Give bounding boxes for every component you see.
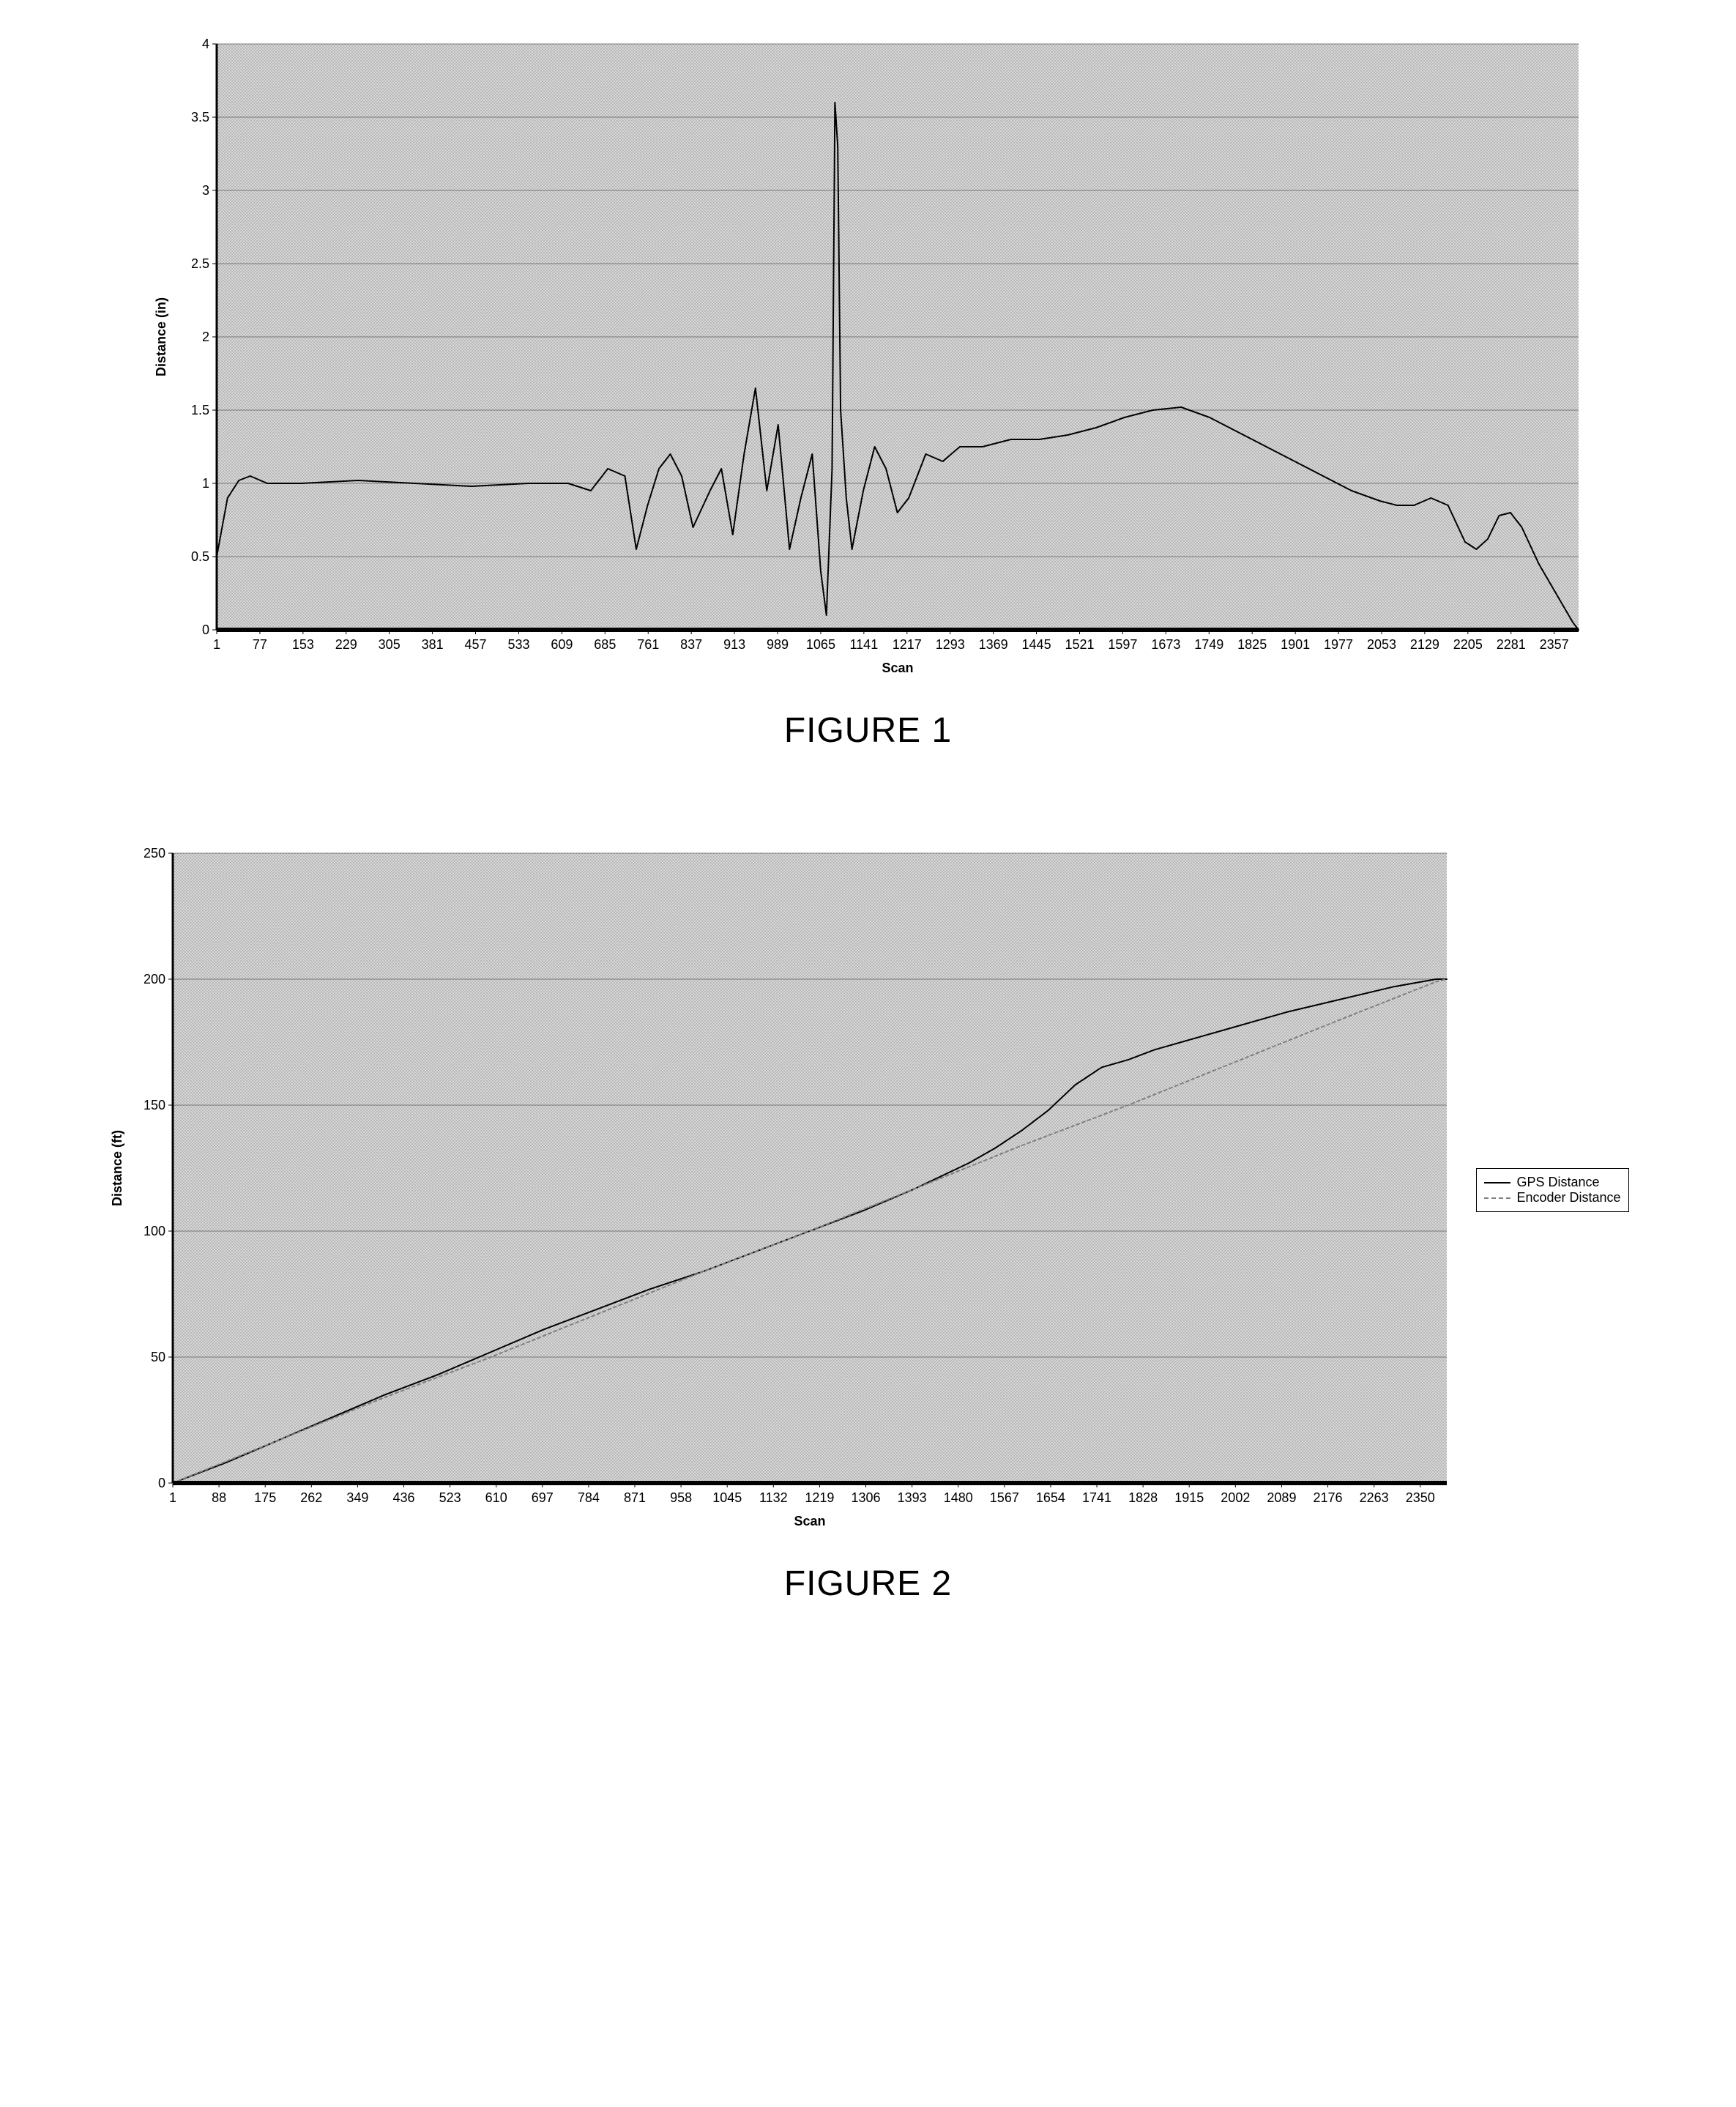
figure-2-legend: GPS DistanceEncoder Distance	[1476, 1168, 1628, 1212]
svg-text:3.5: 3.5	[190, 110, 209, 125]
svg-text:88: 88	[212, 1490, 227, 1505]
legend-entry: Encoder Distance	[1484, 1190, 1620, 1205]
legend-label: GPS Distance	[1516, 1175, 1599, 1190]
svg-text:2053: 2053	[1366, 637, 1396, 652]
svg-text:2350: 2350	[1406, 1490, 1435, 1505]
y-axis-label: Distance (ft)	[110, 1130, 124, 1206]
svg-text:989: 989	[766, 637, 788, 652]
svg-text:958: 958	[671, 1490, 693, 1505]
svg-text:609: 609	[551, 637, 573, 652]
svg-text:1597: 1597	[1108, 637, 1137, 652]
svg-text:1: 1	[201, 476, 209, 491]
figure-1-caption: FIGURE 1	[29, 710, 1707, 751]
svg-text:1141: 1141	[849, 637, 878, 652]
svg-text:457: 457	[464, 637, 486, 652]
svg-text:153: 153	[291, 637, 313, 652]
svg-text:1132: 1132	[759, 1490, 788, 1505]
svg-text:1654: 1654	[1036, 1490, 1065, 1505]
svg-text:150: 150	[144, 1098, 165, 1112]
svg-text:523: 523	[439, 1490, 461, 1505]
svg-text:2089: 2089	[1267, 1490, 1297, 1505]
svg-text:784: 784	[578, 1490, 600, 1505]
svg-text:1393: 1393	[898, 1490, 927, 1505]
svg-text:175: 175	[255, 1490, 277, 1505]
svg-text:349: 349	[347, 1490, 369, 1505]
svg-text:100: 100	[144, 1224, 165, 1238]
figure-2-chart: 0 50 100 150 200 250 1 88 175 262 349 436 523 610 697 7…	[107, 839, 1461, 1542]
svg-text:1901: 1901	[1281, 637, 1310, 652]
svg-text:1: 1	[169, 1490, 176, 1505]
svg-text:4: 4	[201, 37, 209, 51]
svg-text:761: 761	[637, 637, 659, 652]
svg-text:697: 697	[532, 1490, 554, 1505]
y-axis-label: Distance (in)	[154, 297, 168, 376]
svg-text:1065: 1065	[805, 637, 835, 652]
svg-text:1567: 1567	[990, 1490, 1019, 1505]
svg-text:2357: 2357	[1539, 637, 1568, 652]
svg-text:77: 77	[252, 637, 267, 652]
svg-text:1741: 1741	[1082, 1490, 1111, 1505]
svg-text:1828: 1828	[1129, 1490, 1158, 1505]
figure-2-container: 0 50 100 150 200 250 1 88 175 262 349 436 523 610 697 7…	[29, 839, 1707, 1604]
x-axis-label: Scan	[794, 1514, 826, 1528]
svg-text:2205: 2205	[1453, 637, 1482, 652]
svg-text:2129: 2129	[1409, 637, 1439, 652]
x-axis-label: Scan	[882, 661, 913, 675]
legend-swatch	[1484, 1197, 1510, 1199]
svg-text:685: 685	[594, 637, 616, 652]
figure-1-container: 0 0.5 1 1.5 2 2.5 3 3.5 4 1 77 153 229 305 381 457 533 60…	[29, 29, 1707, 751]
svg-text:1045: 1045	[713, 1490, 742, 1505]
figure-2-chart-row: 0 50 100 150 200 250 1 88 175 262 349 436 523 610 697 7…	[29, 839, 1707, 1542]
svg-text:2263: 2263	[1360, 1490, 1389, 1505]
figure-1-chart-row: 0 0.5 1 1.5 2 2.5 3 3.5 4 1 77 153 229 305 381 457 533 60…	[29, 29, 1707, 688]
svg-text:913: 913	[723, 637, 745, 652]
svg-text:436: 436	[393, 1490, 415, 1505]
svg-text:1521: 1521	[1065, 637, 1094, 652]
svg-text:1480: 1480	[944, 1490, 973, 1505]
legend-swatch	[1484, 1182, 1510, 1183]
svg-text:262: 262	[301, 1490, 323, 1505]
svg-text:871: 871	[624, 1490, 646, 1505]
svg-text:1673: 1673	[1151, 637, 1180, 652]
svg-text:837: 837	[680, 637, 702, 652]
svg-text:1749: 1749	[1194, 637, 1223, 652]
figure-1-chart: 0 0.5 1 1.5 2 2.5 3 3.5 4 1 77 153 229 305 381 457 533 60…	[136, 29, 1601, 688]
svg-text:533: 533	[507, 637, 529, 652]
svg-text:50: 50	[151, 1350, 165, 1364]
svg-text:1217: 1217	[892, 637, 921, 652]
figure-2-caption: FIGURE 2	[29, 1564, 1707, 1604]
svg-text:381: 381	[421, 637, 443, 652]
legend-label: Encoder Distance	[1516, 1190, 1620, 1205]
svg-text:0: 0	[201, 623, 209, 637]
svg-text:250: 250	[144, 846, 165, 861]
svg-text:200: 200	[144, 972, 165, 986]
svg-text:1825: 1825	[1237, 637, 1267, 652]
legend-entry: GPS Distance	[1484, 1175, 1620, 1190]
svg-text:2281: 2281	[1496, 637, 1525, 652]
svg-text:0: 0	[158, 1476, 165, 1490]
svg-text:610: 610	[485, 1490, 507, 1505]
svg-text:2.5: 2.5	[190, 256, 209, 271]
svg-text:1369: 1369	[978, 637, 1007, 652]
svg-text:1: 1	[212, 637, 220, 652]
svg-text:1977: 1977	[1324, 637, 1353, 652]
svg-text:1293: 1293	[935, 637, 964, 652]
svg-text:0.5: 0.5	[190, 549, 209, 564]
svg-text:2002: 2002	[1221, 1490, 1251, 1505]
svg-text:1.5: 1.5	[190, 403, 209, 417]
svg-text:1915: 1915	[1175, 1490, 1204, 1505]
svg-text:305: 305	[378, 637, 400, 652]
svg-text:2: 2	[201, 330, 209, 344]
svg-text:1306: 1306	[852, 1490, 881, 1505]
svg-text:3: 3	[201, 183, 209, 198]
svg-text:2176: 2176	[1314, 1490, 1343, 1505]
svg-text:229: 229	[335, 637, 357, 652]
svg-text:1445: 1445	[1021, 637, 1051, 652]
svg-text:1219: 1219	[805, 1490, 835, 1505]
